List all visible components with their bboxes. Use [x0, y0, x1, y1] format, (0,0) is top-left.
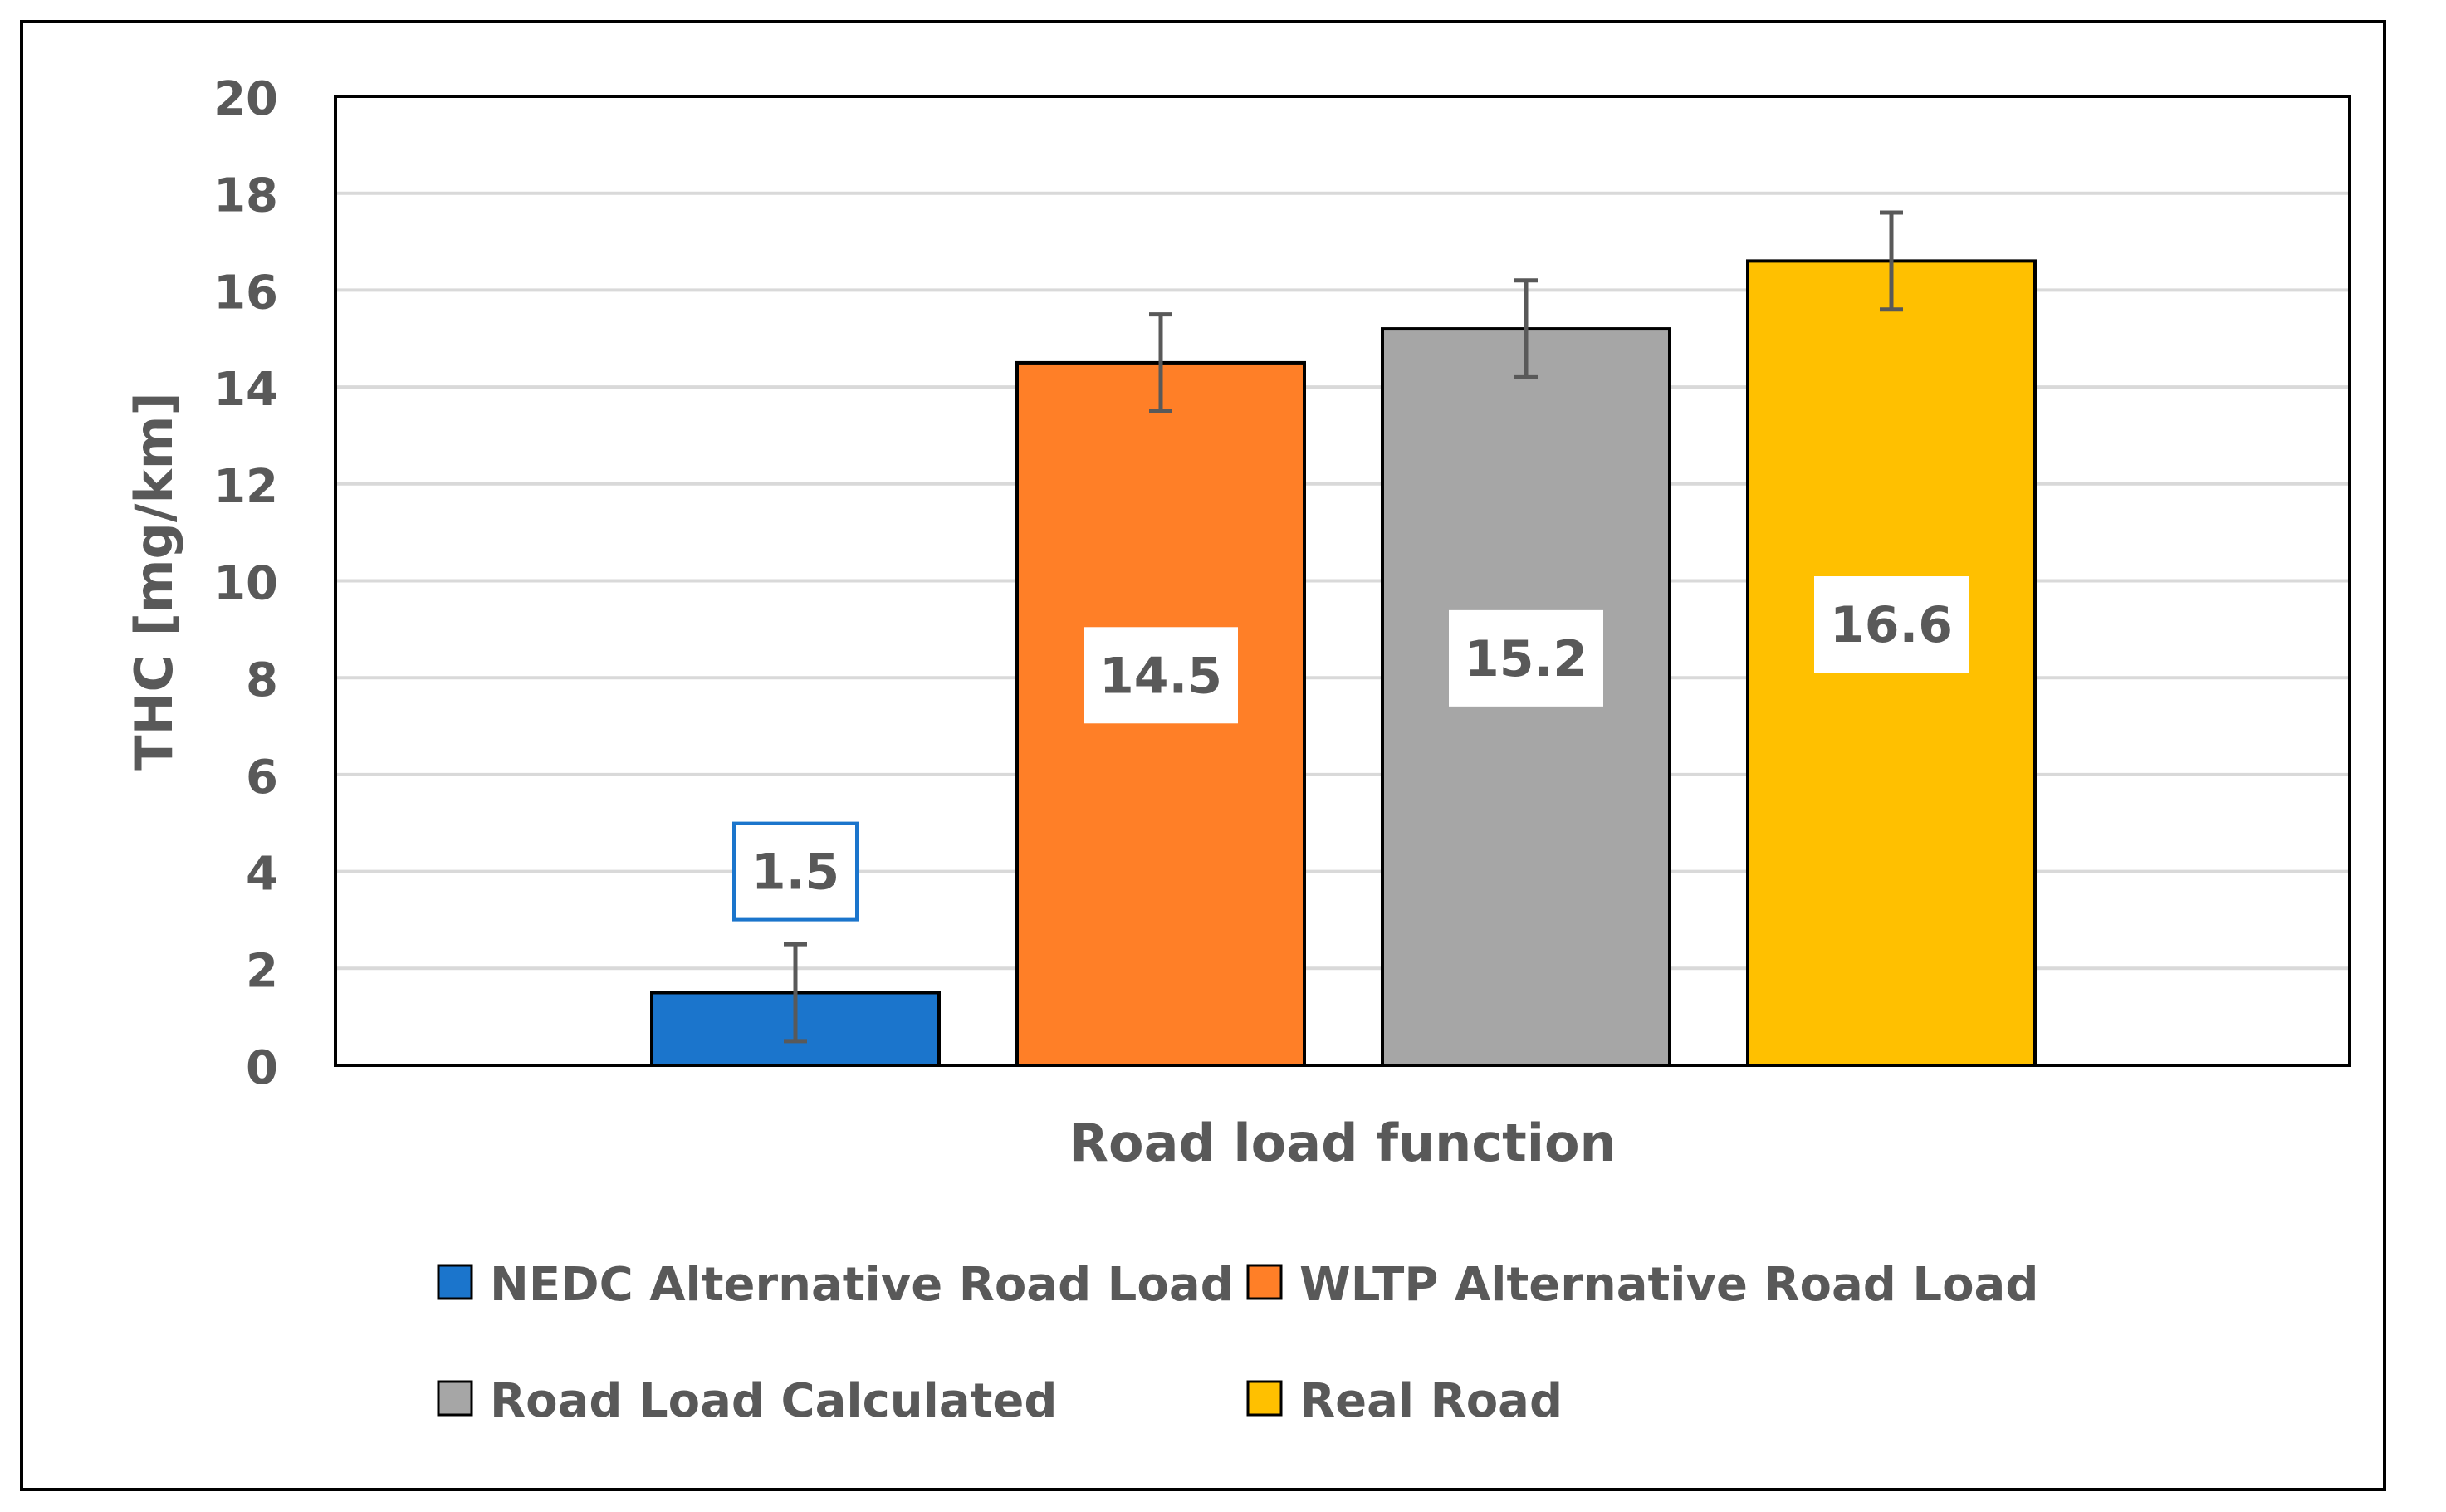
data-label-box-3 — [1814, 576, 1969, 673]
y-tick-label: 6 — [246, 751, 278, 805]
y-tick-label: 0 — [246, 1041, 278, 1095]
y-tick-label: 4 — [246, 848, 278, 902]
data-label-box-0 — [732, 821, 859, 922]
data-label-3: 16.6 — [1830, 596, 1953, 654]
data-labels: 1.5 14.5 15.2 16.6 — [732, 576, 1969, 922]
data-label-box-1 — [1084, 627, 1238, 724]
y-tick-label: 20 — [213, 72, 278, 126]
y-tick-label: 12 — [213, 460, 278, 514]
y-tick-label: 2 — [246, 944, 278, 998]
legend-label-2: Road Load Calculated — [490, 1374, 1057, 1428]
x-axis-title: Road load function — [1069, 1113, 1616, 1173]
y-tick-label: 18 — [213, 169, 278, 223]
legend-label-1: WLTP Alternative Road Load — [1299, 1258, 2038, 1312]
data-label-0: 1.5 — [751, 844, 839, 902]
legend-swatch-2 — [437, 1380, 473, 1417]
legend-swatch-0 — [437, 1264, 473, 1300]
y-tick-label: 8 — [246, 653, 278, 707]
data-label-2: 15.2 — [1465, 630, 1587, 688]
error-bars — [784, 210, 1903, 1044]
legend-label-3: Real Road — [1299, 1374, 1563, 1428]
y-tick-label: 10 — [213, 557, 278, 611]
data-label-box-2 — [1449, 609, 1603, 707]
y-tick-label: 16 — [213, 266, 278, 320]
legend-label-0: NEDC Alternative Road Load — [490, 1258, 1234, 1312]
legend: NEDC Alternative Road Load WLTP Alternati… — [437, 1258, 2038, 1428]
data-label-1: 14.5 — [1099, 647, 1222, 705]
legend-swatch-3 — [1246, 1380, 1283, 1417]
y-axis-ticks: 0 2 4 6 8 10 12 14 16 18 20 — [213, 72, 278, 1095]
legend-swatch-1 — [1246, 1264, 1283, 1300]
y-axis-title: THC [mg/km] — [124, 392, 184, 770]
y-tick-label: 14 — [213, 363, 278, 417]
plot-area-border — [334, 95, 2351, 1067]
